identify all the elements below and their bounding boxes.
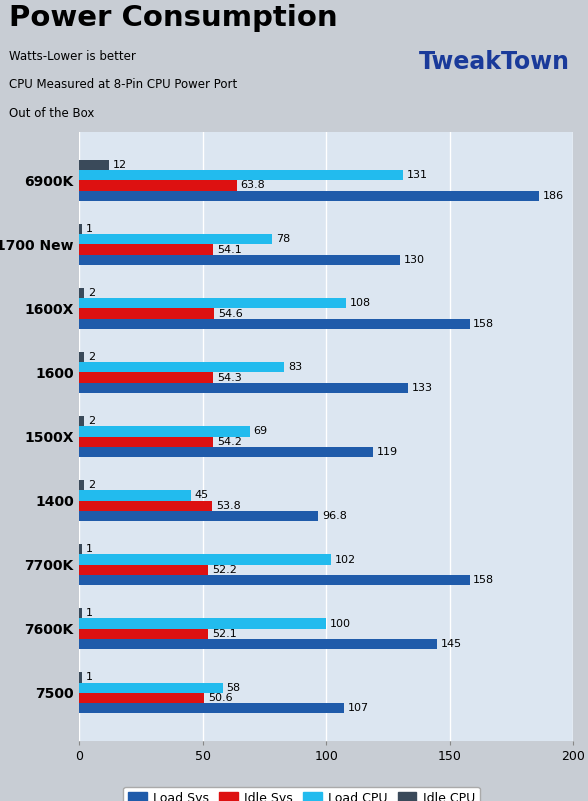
Bar [79, 234, 272, 244]
Text: 1: 1 [86, 672, 92, 682]
Bar [79, 352, 84, 362]
Bar [79, 191, 539, 201]
Bar [79, 244, 213, 255]
Bar [79, 575, 470, 586]
Text: 1: 1 [86, 224, 92, 234]
Bar [79, 362, 285, 372]
Text: Out of the Box: Out of the Box [9, 107, 94, 120]
Bar [79, 544, 82, 554]
Text: 52.2: 52.2 [212, 565, 237, 575]
Text: 133: 133 [412, 383, 433, 392]
Text: 54.6: 54.6 [218, 308, 243, 319]
Bar [79, 629, 208, 639]
Text: 2: 2 [88, 288, 95, 298]
Bar [79, 480, 84, 490]
Bar [79, 288, 84, 298]
Text: 145: 145 [441, 639, 462, 649]
Bar [79, 554, 331, 565]
Bar [79, 160, 109, 170]
Bar [79, 308, 214, 319]
Text: 69: 69 [253, 426, 268, 437]
Bar [79, 319, 470, 329]
Bar [79, 608, 82, 618]
Text: 78: 78 [276, 234, 290, 244]
Bar [79, 298, 346, 308]
Bar [79, 618, 326, 629]
Bar [79, 672, 82, 682]
Text: 2: 2 [88, 352, 95, 362]
Bar [79, 426, 250, 437]
Bar [79, 511, 319, 521]
Bar [79, 437, 213, 447]
Bar [79, 682, 223, 693]
Bar [79, 416, 84, 426]
Text: 54.2: 54.2 [217, 437, 242, 447]
Bar [79, 447, 373, 457]
Bar [79, 565, 208, 575]
Text: 158: 158 [473, 575, 495, 585]
Text: 107: 107 [348, 703, 369, 713]
Bar [79, 255, 400, 265]
Text: 83: 83 [288, 362, 302, 372]
Legend: Load Sys, Idle Sys, Load CPU, Idle CPU: Load Sys, Idle Sys, Load CPU, Idle CPU [123, 787, 480, 801]
Bar [79, 383, 408, 393]
Bar [79, 224, 82, 234]
Text: 96.8: 96.8 [322, 511, 347, 521]
Text: 2: 2 [88, 417, 95, 426]
Text: 54.1: 54.1 [217, 244, 242, 255]
Text: Watts-Lower is better: Watts-Lower is better [9, 50, 136, 62]
Bar [79, 490, 191, 501]
Bar [79, 639, 437, 649]
Text: 2: 2 [88, 481, 95, 490]
Text: 158: 158 [473, 319, 495, 329]
Text: 53.8: 53.8 [216, 501, 240, 511]
Text: 131: 131 [406, 170, 427, 180]
Text: 119: 119 [377, 447, 398, 457]
Text: 45: 45 [194, 490, 208, 501]
Text: 100: 100 [330, 618, 351, 629]
Bar [79, 693, 205, 703]
Bar [79, 170, 403, 180]
Text: 102: 102 [335, 554, 356, 565]
Bar [79, 372, 213, 383]
Text: 50.6: 50.6 [208, 693, 233, 703]
Text: Power Consumption: Power Consumption [9, 4, 338, 32]
Text: 130: 130 [404, 255, 425, 265]
Text: 58: 58 [226, 682, 240, 693]
Text: 52.1: 52.1 [212, 629, 236, 639]
Text: 108: 108 [350, 298, 371, 308]
Bar [79, 180, 237, 191]
Text: CPU Measured at 8-Pin CPU Power Port: CPU Measured at 8-Pin CPU Power Port [9, 78, 237, 91]
Text: 1: 1 [86, 544, 92, 554]
Text: 1: 1 [86, 608, 92, 618]
Text: 12: 12 [113, 160, 127, 170]
Text: 63.8: 63.8 [240, 180, 265, 191]
Text: TweakTown: TweakTown [419, 50, 570, 74]
Bar [79, 501, 212, 511]
Bar [79, 703, 343, 713]
Text: 186: 186 [542, 191, 563, 201]
Text: 54.3: 54.3 [217, 372, 242, 383]
